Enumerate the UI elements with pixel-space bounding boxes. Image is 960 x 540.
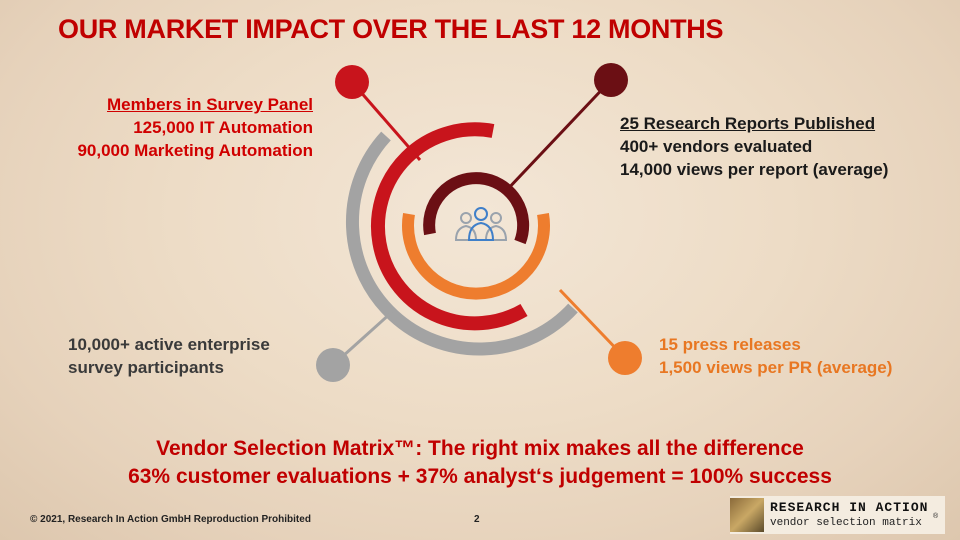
logo-tagline: vendor selection matrix <box>770 517 922 529</box>
block-line: 125,000 IT Automation <box>133 118 313 137</box>
block-heading: Members in Survey Panel <box>107 95 313 114</box>
panel-block: Members in Survey Panel 125,000 IT Autom… <box>77 93 313 162</box>
reports-block: 25 Research Reports Published 400+ vendo… <box>620 112 888 181</box>
block-line: 1,500 views per PR (average) <box>659 358 893 377</box>
block-line: 90,000 Marketing Automation <box>77 141 313 160</box>
dark-red-arc <box>423 172 530 245</box>
logo-name: RESEARCH IN ACTION <box>770 500 929 515</box>
tagline-line: Vendor Selection Matrix™: The right mix … <box>156 437 804 460</box>
block-line: 14,000 views per report (average) <box>620 160 889 179</box>
orange-dot <box>608 341 642 375</box>
block-line: 10,000+ active enterprise <box>68 335 270 354</box>
dark-red-dot <box>594 63 628 97</box>
gray-arc <box>345 131 578 356</box>
participants-block: 10,000+ active enterprise survey partici… <box>68 333 270 379</box>
tagline: Vendor Selection Matrix™: The right mix … <box>0 435 960 491</box>
block-heading: 25 Research Reports Published <box>620 114 876 133</box>
copyright: © 2021, Research In Action GmbH Reproduc… <box>30 514 311 525</box>
logo-mark: ® <box>933 513 939 520</box>
press-block: 15 press releases 1,500 views per PR (av… <box>659 333 892 379</box>
logo: RESEARCH IN ACTION vendor selection matr… <box>730 496 945 534</box>
people-icon <box>454 207 508 241</box>
gray-dot <box>316 348 350 382</box>
block-line: 15 press releases <box>659 335 801 354</box>
red-connector <box>350 81 422 161</box>
page-number: 2 <box>474 514 480 525</box>
block-line: survey participants <box>68 358 224 377</box>
slide-title: OUR MARKET IMPACT OVER THE LAST 12 MONTH… <box>58 14 724 44</box>
orange-arc <box>402 212 550 300</box>
block-line: 400+ vendors evaluated <box>620 137 813 156</box>
dark-red-connector <box>503 78 613 194</box>
logo-image <box>730 498 764 532</box>
tagline-line: 63% customer evaluations + 37% analyst‘s… <box>128 465 832 488</box>
red-dot <box>335 65 369 99</box>
red-arc <box>370 122 528 331</box>
